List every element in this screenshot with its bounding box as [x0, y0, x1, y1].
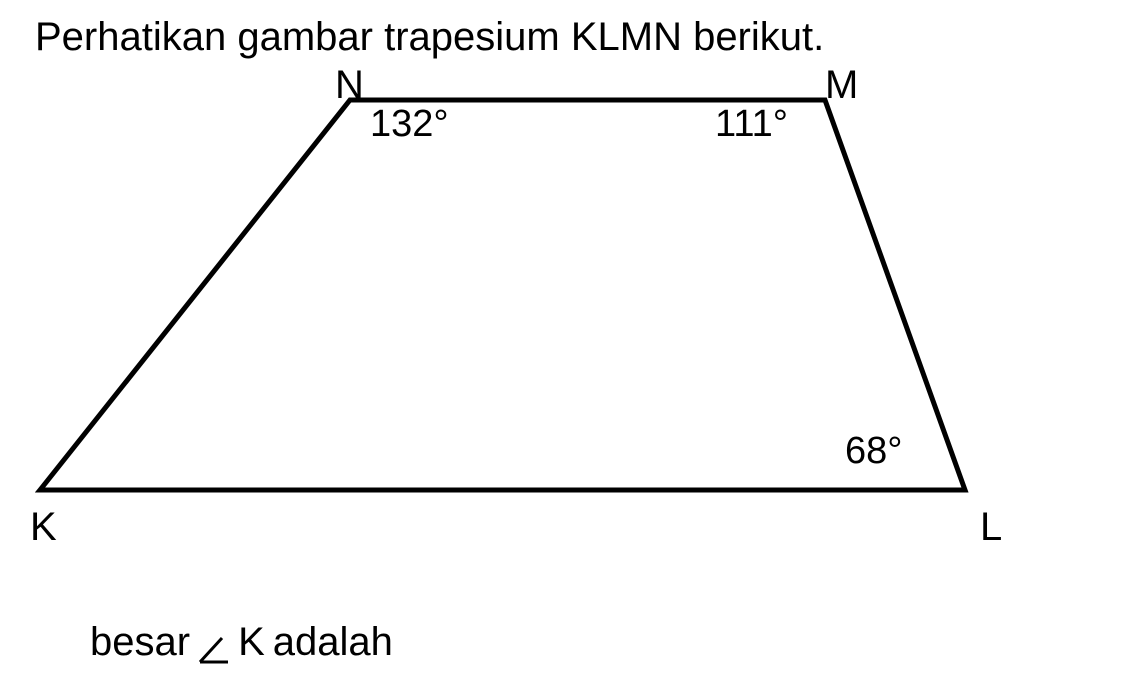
question-text: besar K adalah: [90, 620, 393, 665]
vertex-label-k: K: [30, 505, 57, 550]
angle-label-l: 68°: [845, 430, 902, 473]
vertex-label-n: N: [335, 63, 364, 108]
angle-symbol-icon: [198, 629, 230, 657]
problem-title: Perhatikan gambar trapesium KLMN berikut…: [35, 15, 824, 60]
trapezoid-svg: [35, 75, 1105, 565]
question-suffix: adalah: [273, 620, 393, 665]
question-prefix: besar: [90, 620, 190, 665]
trapezoid-diagram: N M L K 132° 111° 68°: [35, 75, 1105, 565]
vertex-label-m: M: [825, 63, 858, 108]
angle-label-n: 132°: [370, 103, 449, 146]
trapezoid-shape: [40, 100, 965, 490]
angle-label-m: 111°: [715, 103, 788, 146]
question-vertex: K: [238, 620, 265, 665]
vertex-label-l: L: [980, 505, 1002, 550]
